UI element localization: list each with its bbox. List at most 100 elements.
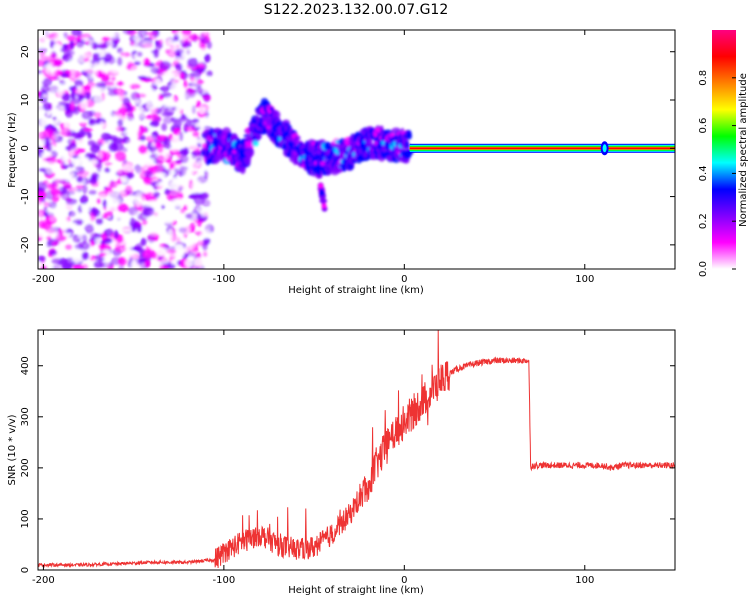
spectrogram-noise-blob xyxy=(108,199,121,205)
spectrogram-noise-blob xyxy=(71,158,81,166)
spectrogram-noise-blob xyxy=(97,243,107,249)
snr-x-tick-label: -100 xyxy=(213,575,236,586)
spectrogram-noise-blob xyxy=(38,255,46,262)
spectrogram-noise-blob xyxy=(65,231,71,238)
spectrogram-noise-blob xyxy=(101,151,112,161)
spectrogram-noise-blob xyxy=(38,124,45,130)
spectrogram-noise-blob xyxy=(149,230,159,236)
spectrogram-noise-blob xyxy=(148,112,159,121)
spectrogram-noise-blob xyxy=(137,75,148,80)
colorbar-label: Normalized spectral amplitude xyxy=(738,73,749,227)
spectrogram-noise-blob xyxy=(145,196,158,202)
snr-x-tick-label: 0 xyxy=(401,575,407,586)
spectrogram-noise-blob xyxy=(171,41,178,48)
colorbar: 0.0 0.2 0.4 0.6 0.8 Normalized spectral ampl… xyxy=(698,30,749,277)
spectrogram-noise-blob xyxy=(202,116,211,121)
spectrogram-noise-blob xyxy=(82,234,87,244)
spectrogram-noise-blob xyxy=(117,118,124,127)
spectrogram-noise-blob xyxy=(48,249,57,256)
spectrogram-noise-blob xyxy=(98,151,103,159)
spectrogram-noise-blob xyxy=(38,161,49,166)
colorbar-tick-label: 0.2 xyxy=(698,213,709,229)
spectrogram-noise-blob xyxy=(52,132,59,141)
spectrogram-noise-blob xyxy=(69,40,75,50)
spectrogram-noise-blob xyxy=(47,209,53,215)
spectrogram-noise-blob xyxy=(38,198,42,206)
spectrogram-noise-blob xyxy=(83,57,90,62)
spectrogram-noise-blob xyxy=(188,241,195,250)
spectrogram-noise-blob xyxy=(142,219,148,227)
spectrogram-noise-blob xyxy=(72,132,82,139)
spectrogram-noise-blob xyxy=(191,151,198,160)
spectrogram-noise-blob xyxy=(170,79,176,84)
spectrogram-noise-blob xyxy=(99,59,105,69)
spectrogram-noise-blob xyxy=(195,67,206,74)
snr-series-line xyxy=(38,330,675,569)
spectrogram-noise-blob xyxy=(106,39,114,49)
spectrogram-noise-blob xyxy=(42,102,53,112)
spectrogram-noise-blob xyxy=(100,102,109,110)
spectrogram-noise-blob xyxy=(100,93,110,103)
spectrogram-noise-blob xyxy=(77,54,86,64)
spectrogram-noise-blob xyxy=(40,152,53,158)
spectrogram-noise-blob xyxy=(60,122,65,131)
spectrogram-noise-blob xyxy=(68,142,77,149)
spectrogram-noise-blob xyxy=(184,175,189,186)
spectrogram-noise-blob xyxy=(93,94,103,104)
spectrogram-noise-blob xyxy=(182,167,188,178)
spectrogram-noise-blob xyxy=(196,63,205,70)
spectrogram-noise-blob xyxy=(38,72,45,83)
spectrogram-y-tick-label: 0 xyxy=(20,145,31,151)
spectrogram-x-label: Height of straight line (km) xyxy=(288,285,424,296)
spectrogram-noise-blob xyxy=(98,225,103,234)
spectrogram-noise-blob xyxy=(63,225,68,233)
spectrogram-noise-blob xyxy=(53,209,64,214)
spectrogram-noise-blob xyxy=(146,31,158,36)
spectrogram-noise-blob xyxy=(179,148,189,156)
spectrogram-noise-blob xyxy=(124,185,133,195)
spectrogram-noise-blob xyxy=(155,99,163,105)
spectrogram-noise-blob xyxy=(114,151,126,162)
spectrogram-noise-blob xyxy=(160,92,172,99)
spectrogram-noise-blob xyxy=(52,195,60,203)
spectrogram-noise-blob xyxy=(175,103,182,112)
spectrogram-noise-blob xyxy=(70,171,75,180)
spectrogram-noise-blob xyxy=(78,95,83,101)
spectrogram-noise-blob xyxy=(148,200,155,206)
spectrogram-noise-blob xyxy=(50,187,60,196)
spectrogram-noise-blob xyxy=(143,208,152,217)
spectrogram-noise-blob xyxy=(104,161,113,166)
spectrogram-noise-blob xyxy=(122,97,131,106)
spectrogram-noise-blob xyxy=(57,246,64,255)
spectrogram-noise-blob xyxy=(59,219,69,225)
spectrogram-noise-blob xyxy=(158,251,167,257)
spectrogram-noise-blob xyxy=(116,234,124,244)
spectrogram-noise-blob xyxy=(185,259,193,268)
spectrogram-noise-blob xyxy=(75,166,83,171)
spectrogram-noise-blob xyxy=(83,127,93,132)
spectrogram-noise-blob xyxy=(163,137,170,143)
spectrogram-noise-blob xyxy=(80,99,88,110)
spectrogram-noise-blob xyxy=(91,141,103,149)
spectrogram-noise-blob xyxy=(70,149,75,156)
spectrogram-noise-blob xyxy=(150,66,159,75)
spectrogram-noise-blob xyxy=(92,52,100,63)
spectrogram-noise-blob xyxy=(200,229,212,239)
spectrogram-noise-blob xyxy=(48,90,55,97)
spectrogram-noise-blob xyxy=(99,121,105,128)
spectrogram-noise-blob xyxy=(144,170,153,178)
spectrogram-y-label: Frequency (Hz) xyxy=(7,112,18,188)
spectrogram-noise-blob xyxy=(40,84,50,94)
spectrogram-noise-blob xyxy=(108,69,120,75)
spectrogram-noise-blob xyxy=(176,260,182,266)
spectrogram-noise-blob xyxy=(38,230,49,238)
snr-y-tick-label: 0 xyxy=(20,567,31,573)
spectrogram-noise-blob xyxy=(97,43,108,50)
spectrogram-noise-blob xyxy=(77,30,83,37)
snr-y-tick-label: 200 xyxy=(20,458,31,477)
spectrogram-noise-blob xyxy=(140,188,149,194)
spectrogram-noise-blob xyxy=(137,51,143,58)
spectrogram-noise-blob xyxy=(64,80,74,85)
spectrogram-noise-blob xyxy=(58,79,66,86)
